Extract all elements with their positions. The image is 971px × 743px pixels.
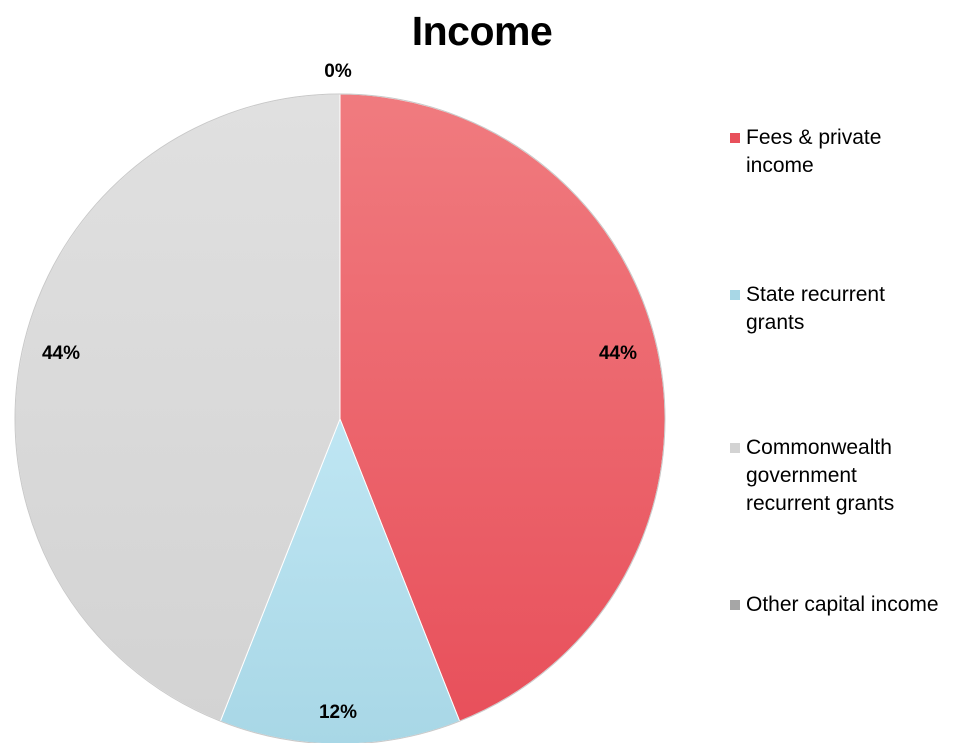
legend-label-state: State recurrent grants <box>746 283 885 334</box>
chart-title: Income <box>411 8 553 54</box>
data-label-other: 0% <box>324 61 352 82</box>
pie-chart: 44% 12% 44% 0% <box>14 61 666 743</box>
pie-slices <box>14 93 666 743</box>
legend-label-commonwealth: Commonwealth government recurrent grants <box>746 436 895 515</box>
legend-item-fees: Fees & private income <box>727 124 971 180</box>
legend-label-other: Other capital income <box>746 593 939 616</box>
legend-swatch-fees <box>730 133 740 143</box>
legend-swatch-commonwealth <box>730 443 740 453</box>
legend-item-other: Other capital income <box>727 591 971 619</box>
legend-item-commonwealth: Commonwealth government recurrent grants <box>727 434 971 518</box>
legend: Fees & private income State recurrent gr… <box>727 0 971 743</box>
pie-data-labels: 44% 12% 44% 0% <box>42 61 637 723</box>
legend-swatch-other <box>730 600 740 610</box>
pie-outline <box>14 93 666 743</box>
legend-label-fees: Fees & private income <box>746 126 882 177</box>
data-label-state: 12% <box>319 702 357 723</box>
legend-swatch-state <box>730 290 740 300</box>
data-label-commonwealth: 44% <box>42 343 80 364</box>
data-label-fees: 44% <box>599 343 637 364</box>
legend-item-state: State recurrent grants <box>727 281 971 337</box>
